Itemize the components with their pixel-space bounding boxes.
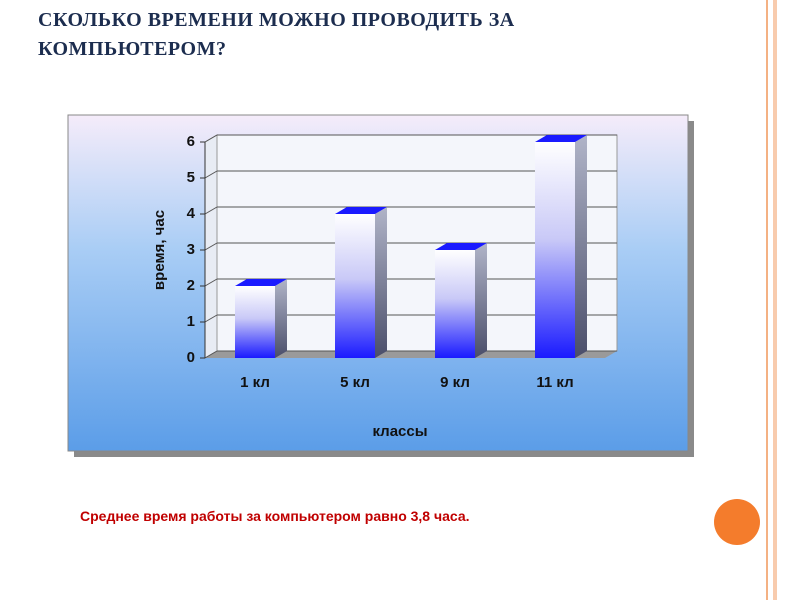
grid-line <box>204 350 218 359</box>
grid-line <box>204 206 218 215</box>
bar <box>535 142 575 358</box>
grid-line <box>204 278 218 287</box>
bar-top <box>535 135 587 142</box>
floor <box>205 351 617 358</box>
bar-side <box>575 135 587 358</box>
y-tick-label: 0 <box>187 349 195 366</box>
x-tick-label: 1 кл <box>240 374 270 391</box>
bar <box>335 214 375 358</box>
y-tick-label: 4 <box>187 205 196 222</box>
decor-circle <box>714 499 760 545</box>
y-tick-label: 5 <box>187 169 195 186</box>
bar-side <box>375 207 387 358</box>
bar <box>235 286 275 358</box>
bar-top <box>435 243 487 250</box>
bar <box>435 250 475 358</box>
grid-line <box>204 314 218 323</box>
x-tick-label: 9 кл <box>440 374 470 391</box>
bar-side <box>275 279 287 358</box>
grid-line <box>204 170 218 179</box>
x-axis-label: классы <box>372 423 427 440</box>
x-tick-label: 5 кл <box>340 374 370 391</box>
y-tick-label: 2 <box>187 277 195 294</box>
y-tick-label: 3 <box>187 241 195 258</box>
bar-side <box>475 243 487 358</box>
y-axis-label: время, час <box>151 210 168 290</box>
y-tick-label: 6 <box>187 133 195 150</box>
y-tick-label: 1 <box>187 313 195 330</box>
bar-top <box>235 279 287 286</box>
bar-top <box>335 207 387 214</box>
grid-line <box>204 242 218 251</box>
grid-line <box>204 134 218 143</box>
slide-title: СКОЛЬКО ВРЕМЕНИ МОЖНО ПРОВОДИТЬ ЗА КОМПЬ… <box>38 9 515 60</box>
annotation: Среднее время работы за компьютером равн… <box>80 508 470 524</box>
x-tick-label: 11 кл <box>536 374 573 391</box>
